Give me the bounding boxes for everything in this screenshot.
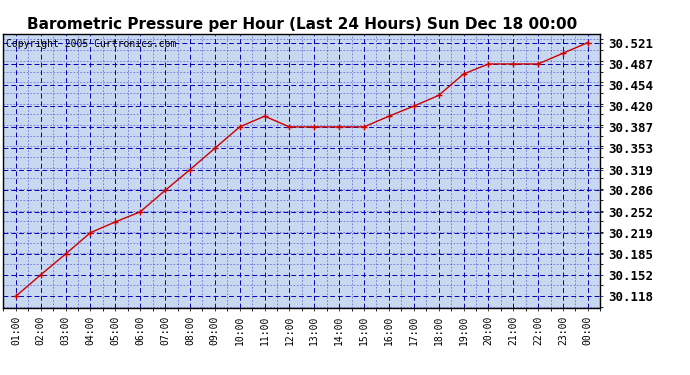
Text: Barometric Pressure per Hour (Last 24 Hours) Sun Dec 18 00:00: Barometric Pressure per Hour (Last 24 Ho… [27, 17, 577, 32]
Text: Copyright 2005 Curtronics.com: Copyright 2005 Curtronics.com [6, 39, 177, 49]
